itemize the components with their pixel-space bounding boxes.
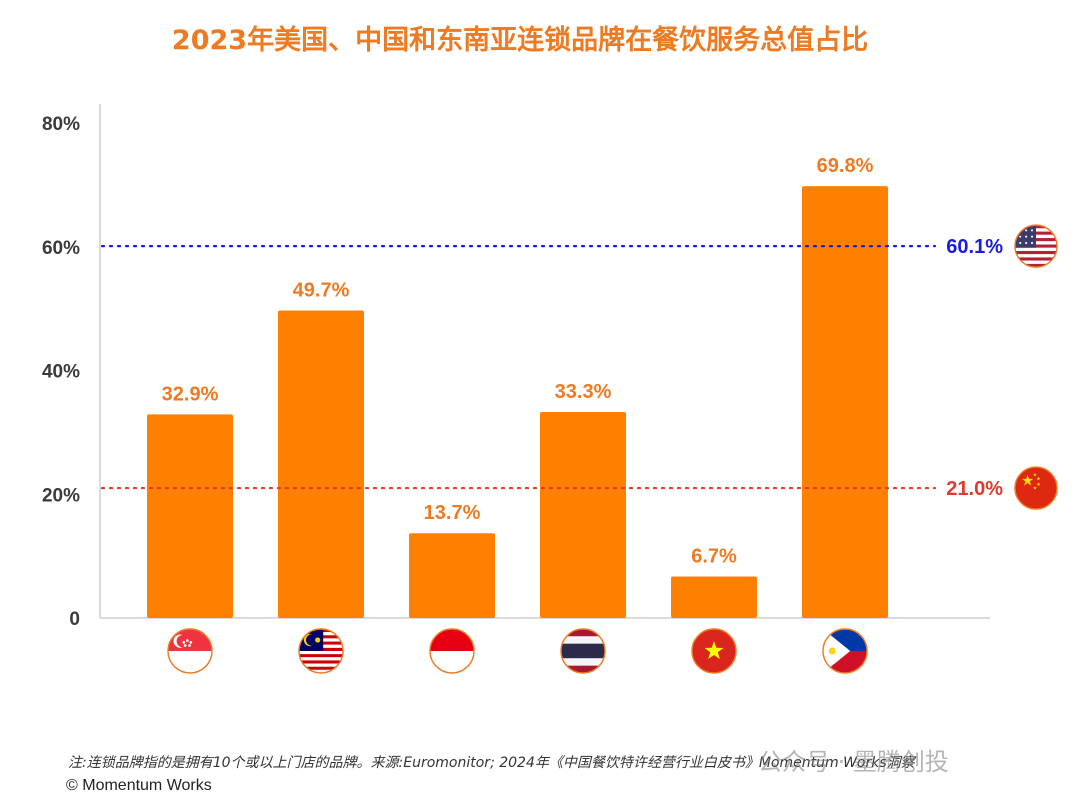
china-flag-icon [1014, 466, 1058, 510]
bar [671, 576, 757, 618]
reference-label: 60.1% [946, 236, 1003, 258]
data-label: 32.9% [162, 383, 219, 405]
malaysia-flag-icon [298, 628, 344, 674]
y-tick-label: 80% [42, 114, 80, 135]
y-tick-label: 0 [69, 609, 80, 630]
thailand-flag-icon [560, 628, 606, 674]
source-note: 注:连锁品牌指的是拥有10个或以上门店的品牌。来源:Euromonitor; 2… [68, 755, 915, 771]
bar [278, 310, 364, 618]
bar [802, 186, 888, 619]
y-tick-label: 20% [42, 485, 80, 506]
bar-chart: 0 20% 40% 60% 80% 32.9% 49.7% 13.7% 33.3% 6.7% 69.… [42, 104, 1058, 674]
reference-label: 21.0% [946, 478, 1003, 500]
vietnam-flag-icon [691, 628, 737, 674]
data-label: 33.3% [555, 381, 612, 403]
bar [540, 411, 626, 618]
copyright-text: © Momentum Works [66, 777, 212, 794]
y-tick-label: 40% [42, 362, 80, 383]
watermark: 公众号 · 墨腾创投 [758, 748, 949, 776]
chart-title: 2023年美国、中国和东南亚连锁品牌在餐饮服务总值占比 [171, 25, 869, 56]
bar [147, 414, 233, 618]
y-tick-label: 60% [42, 238, 80, 259]
bar [409, 533, 495, 618]
singapore-flag-icon [167, 628, 213, 674]
data-label: 13.7% [424, 502, 481, 524]
data-label: 6.7% [691, 546, 737, 568]
data-label: 69.8% [817, 155, 874, 177]
philippines-flag-icon [822, 628, 868, 674]
indonesia-flag-icon [429, 628, 475, 674]
data-label: 49.7% [293, 279, 350, 301]
usa-flag-icon [1014, 224, 1058, 268]
